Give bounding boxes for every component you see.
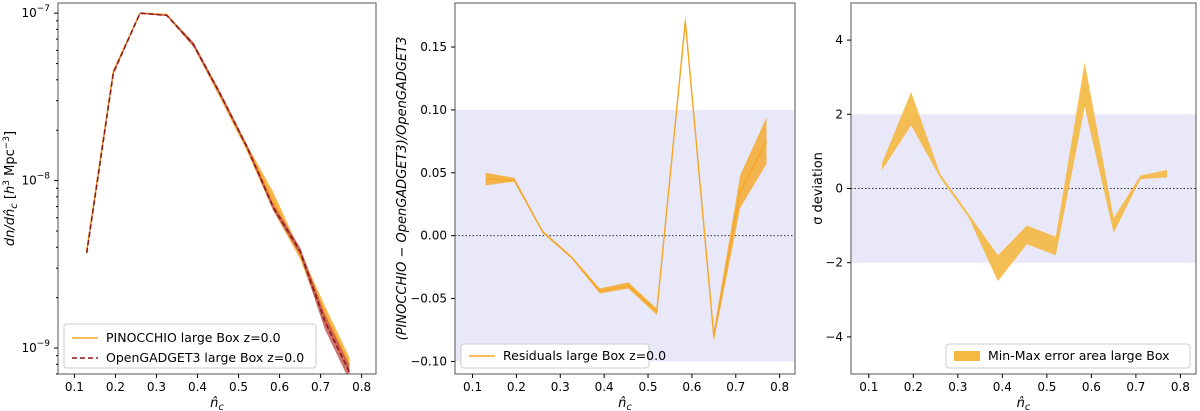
x-tick-label: 0.1 [463, 380, 482, 394]
x-axis-label: n̂c [618, 396, 632, 411]
error-band-series-1 [86, 12, 350, 372]
x-tick-label: 0.7 [311, 380, 330, 394]
x-tick-label: 0.8 [1171, 380, 1190, 394]
x-tick-label: 0.1 [65, 380, 84, 394]
y-tick-label: 0.15 [420, 40, 447, 54]
x-tick-label: 0.2 [904, 380, 923, 394]
legend-box [63, 323, 317, 369]
legend-box [460, 343, 650, 369]
y-axis-label: dn/dn̂c [h3 Mpc−3] [2, 131, 20, 246]
chart-panel-1: 0.1 0.2 0.3 0.4 0.5 0.6 0.7 0.8 10−9 10−8 10−7 n̂c d… [2, 2, 377, 411]
x-tick-label: 0.5 [638, 380, 657, 394]
y-tick-label: 0 [835, 182, 843, 196]
y-tick-label: 0.05 [420, 166, 447, 180]
y-tick-label: −2 [825, 256, 843, 270]
x-tick-label: 0.4 [595, 380, 614, 394]
y-tick-label: 4 [835, 33, 843, 47]
chart-panel-3: 0.1 0.2 0.3 0.4 0.5 0.6 0.7 0.8 −4 −2 0 2 4 n̂c σ devi… [811, 2, 1197, 411]
y-tick-label: 0.10 [420, 103, 447, 117]
y-tick-label: 2 [835, 107, 843, 121]
legend-box [945, 343, 1191, 369]
plot-area [851, 62, 1196, 282]
x-tick-label: 0.3 [551, 380, 570, 394]
legend: Residuals large Box z=0.0 [460, 343, 666, 369]
error-band-series-1 [882, 62, 1168, 282]
y-axis-label: (PINOCCHIO − OpenGADGET3)/OpenGADGET3 [395, 37, 410, 341]
legend-swatch-1 [954, 351, 980, 361]
x-tick-label: 0.3 [147, 380, 166, 394]
x-axis-label: n̂c [1017, 396, 1031, 411]
x-tick-label: 0.2 [106, 380, 125, 394]
axes-frame [454, 2, 796, 375]
x-tick-label: 0.1 [859, 380, 878, 394]
y-tick-label: 10−7 [21, 4, 50, 20]
x-tick-label: 0.8 [352, 380, 371, 394]
legend-label-1: Min-Max error area large Box [988, 348, 1169, 363]
x-tick-label: 0.7 [1126, 380, 1145, 394]
x-tick-label: 0.4 [993, 380, 1012, 394]
legend-label-1: Residuals large Box z=0.0 [503, 348, 666, 363]
legend: PINOCCHIO large Box z=0.0 OpenGADGET3 lar… [63, 323, 317, 369]
x-tick-label: 0.6 [270, 380, 289, 394]
plot-area [85, 12, 351, 374]
y-tick-label: −0.05 [410, 292, 447, 306]
x-tick-label: 0.6 [1082, 380, 1101, 394]
x-tick-label: 0.2 [507, 380, 526, 394]
y-axis-label: σ deviation [811, 152, 826, 225]
plot-area [455, 14, 795, 362]
x-tick-label: 0.8 [770, 380, 789, 394]
y-tick-label: −0.10 [410, 354, 447, 368]
series-line-1 [85, 12, 351, 365]
y-tick-label: −4 [825, 330, 843, 344]
chart-panel-2: 0.1 0.2 0.3 0.4 0.5 0.6 0.7 0.8 −0.10 −0.05 0.00 0.… [395, 2, 796, 411]
legend-label-1: PINOCCHIO large Box z=0.0 [106, 330, 281, 345]
series-line-2 [85, 12, 351, 373]
legend-label-2: OpenGADGET3 large Box z=0.0 [106, 350, 304, 365]
shaded-band [455, 109, 795, 362]
x-tick-label: 0.7 [726, 380, 745, 394]
legend: Min-Max error area large Box [945, 343, 1191, 369]
y-tick-label: 0.00 [420, 229, 447, 243]
y-tick-label: 10−8 [21, 172, 50, 188]
x-tick-label: 0.5 [1037, 380, 1056, 394]
x-tick-label: 0.4 [188, 380, 207, 394]
x-tick-label: 0.3 [948, 380, 967, 394]
x-axis-label: n̂c [210, 396, 224, 411]
x-tick-label: 0.5 [229, 380, 248, 394]
x-tick-label: 0.6 [682, 380, 701, 394]
y-tick-label: 10−9 [21, 339, 50, 355]
